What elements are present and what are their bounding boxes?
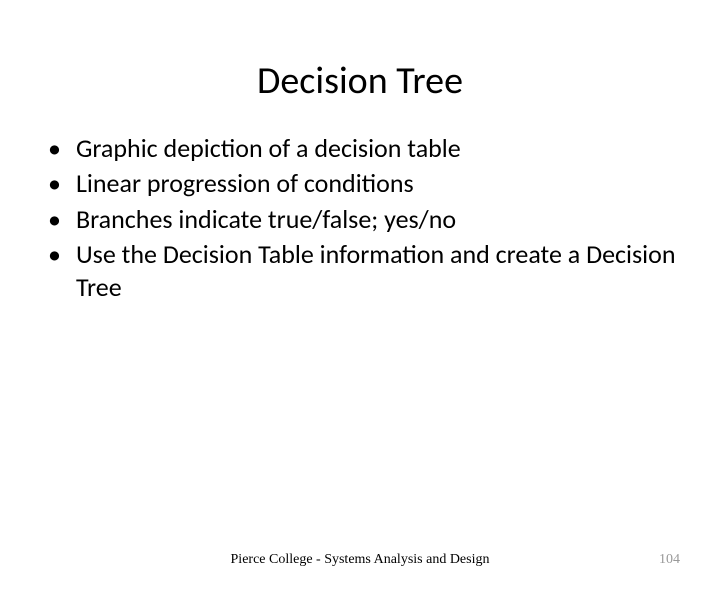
bullet-list: Graphic depiction of a decision table Li… [0, 132, 720, 304]
bullet-item: Branches indicate true/false; yes/no [48, 203, 680, 236]
bullet-item: Graphic depiction of a decision table [48, 132, 680, 165]
page-number: 104 [659, 552, 680, 568]
bullet-item: Linear progression of conditions [48, 167, 680, 200]
footer-text: Pierce College - Systems Analysis and De… [0, 552, 720, 568]
bullet-item: Use the Decision Table information and c… [48, 238, 680, 305]
slide-title: Decision Tree [0, 58, 720, 104]
